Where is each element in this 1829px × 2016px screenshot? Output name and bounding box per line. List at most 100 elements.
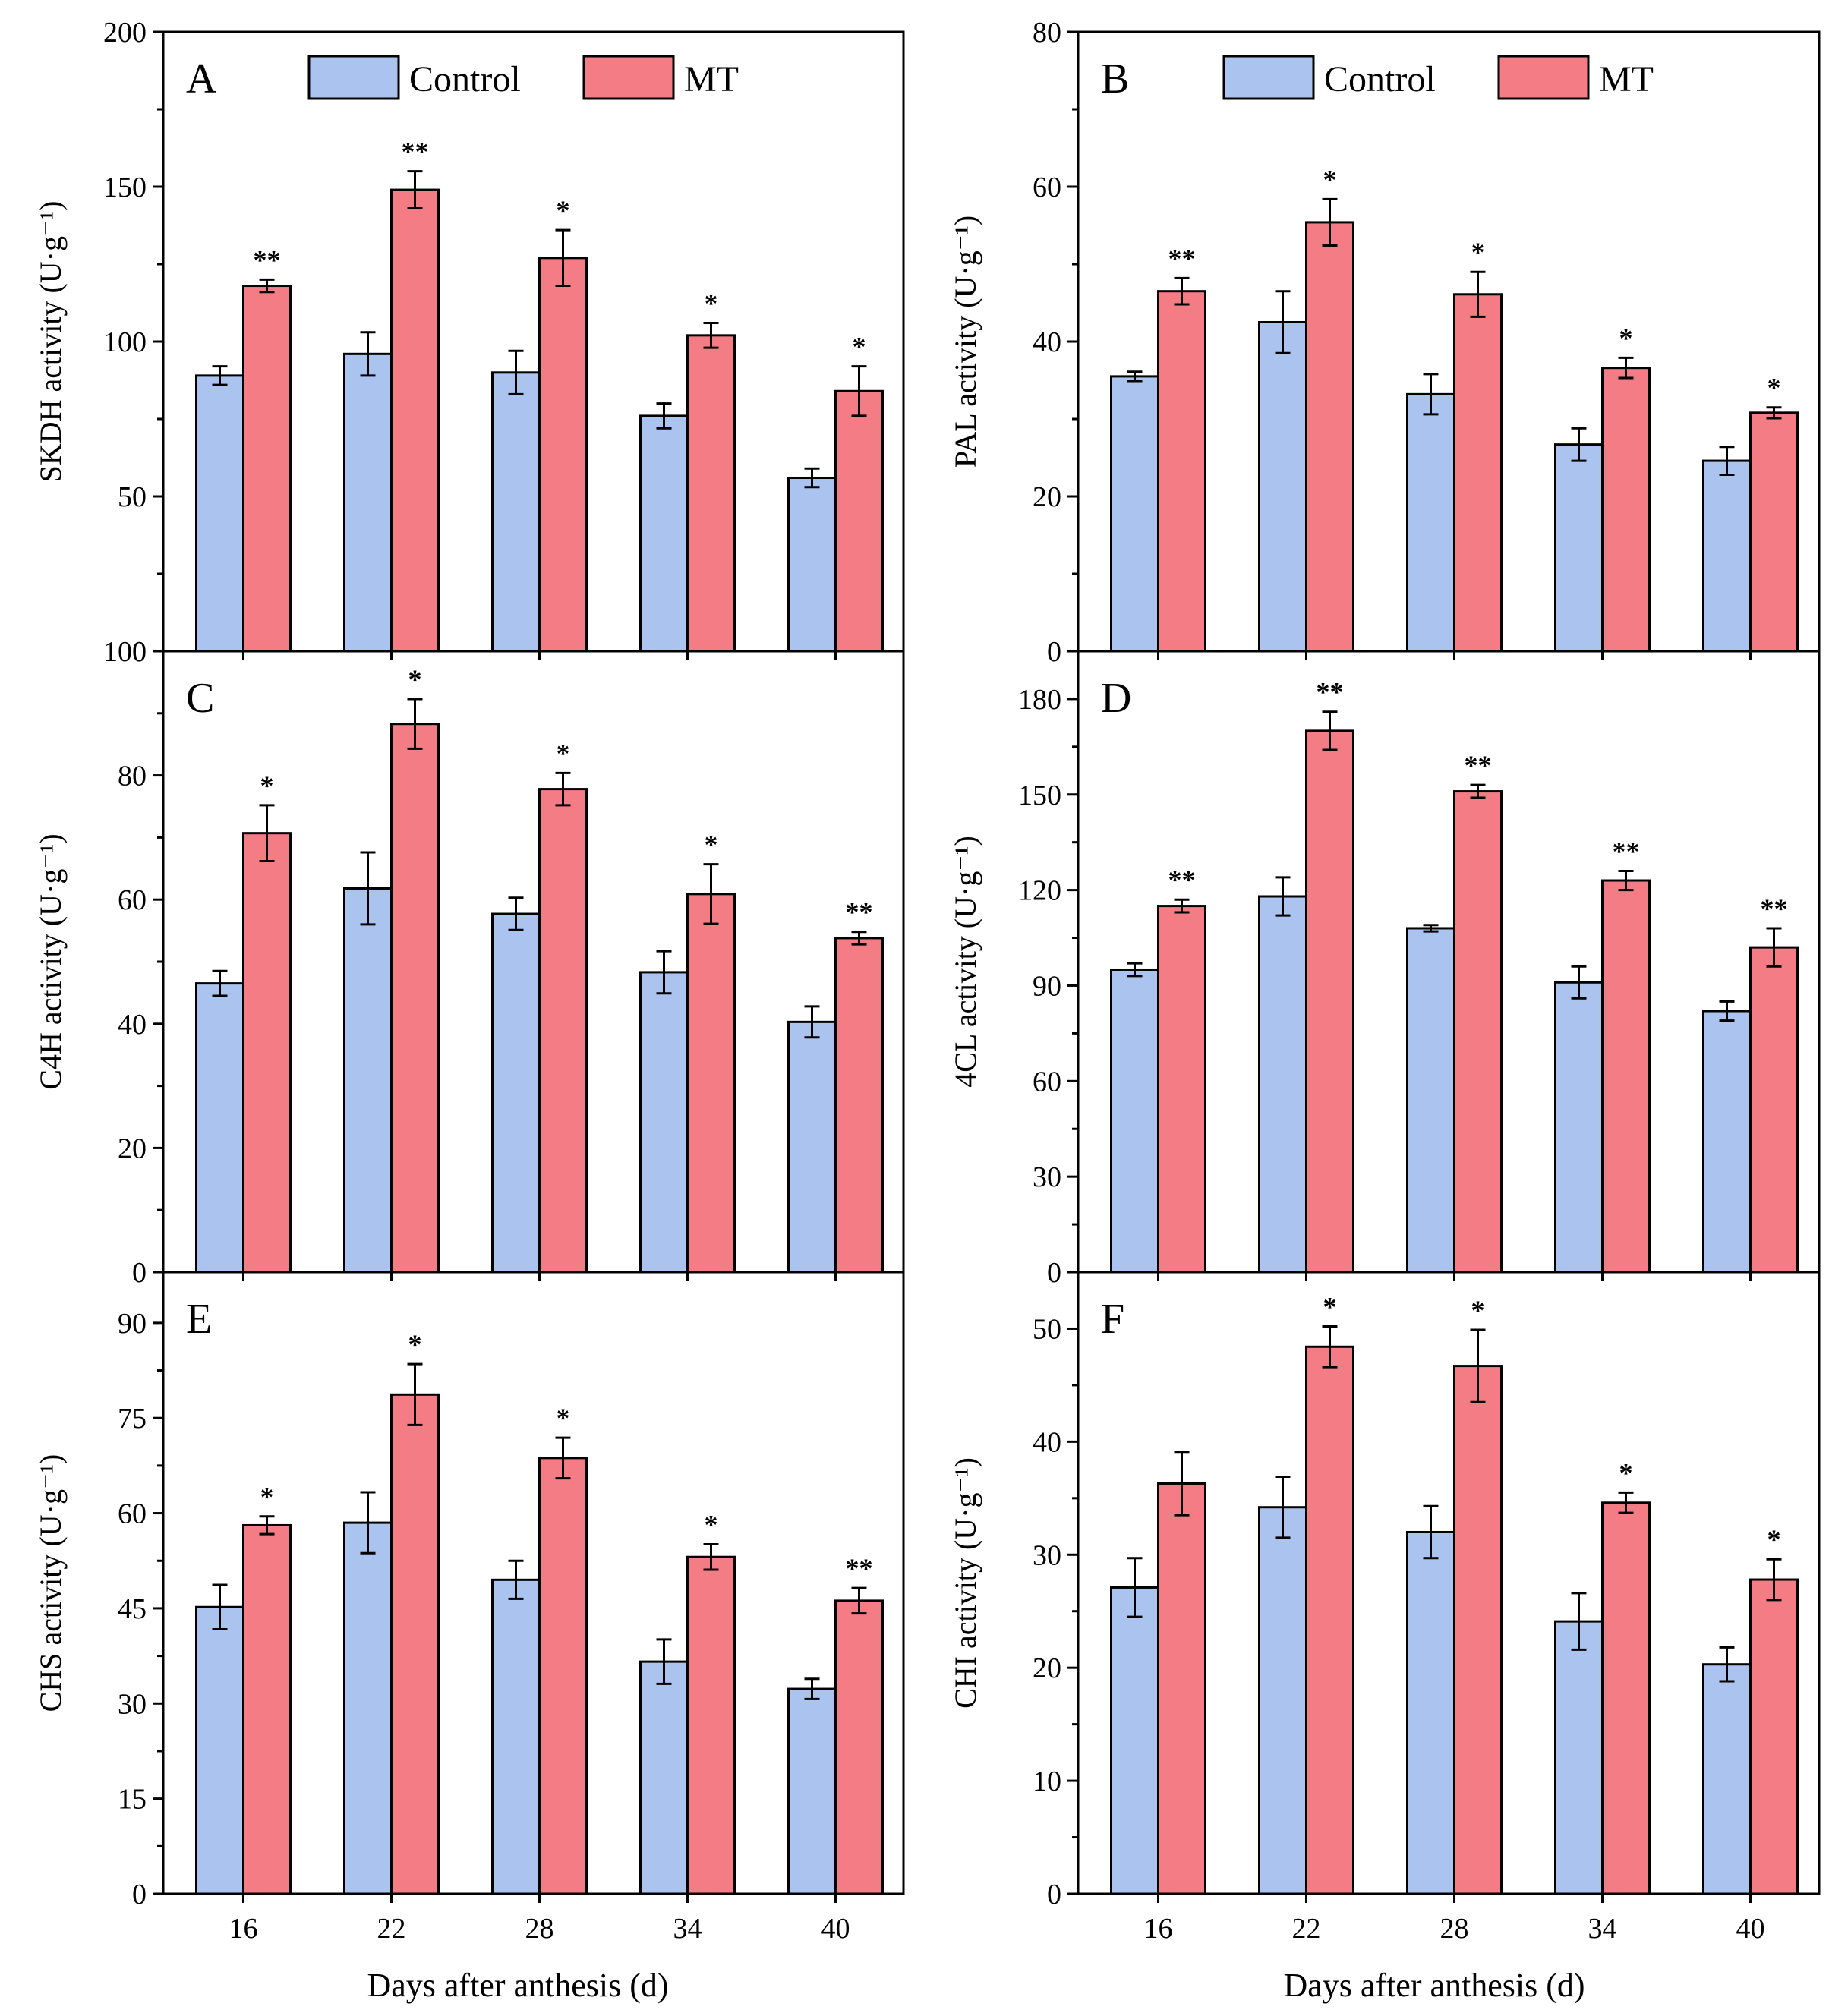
y-tick-label: 30: [1033, 1161, 1061, 1193]
bar-control: [1554, 1620, 1604, 1895]
y-tick-label: 150: [1018, 780, 1061, 811]
significance-marker: **: [1317, 677, 1344, 707]
y-tick-label: 180: [1018, 684, 1061, 716]
y-axis-label: 4CL activity (U·g⁻¹): [948, 836, 982, 1088]
bar-control: [1406, 927, 1455, 1274]
significance-marker: *: [557, 738, 570, 768]
y-tick-label: 50: [118, 481, 147, 513]
y-tick-label: 20: [1033, 1652, 1061, 1684]
panel-letter: A: [186, 55, 217, 102]
y-tick-label: 0: [132, 1257, 147, 1289]
bar-mt: [1453, 790, 1503, 1274]
y-tick-label: 90: [1033, 970, 1061, 1002]
significance-marker: *: [1471, 1295, 1485, 1325]
bar-mt: [1749, 1578, 1799, 1895]
significance-marker: **: [1761, 893, 1788, 924]
y-tick-label: 60: [1033, 172, 1061, 203]
significance-marker: **: [846, 897, 873, 928]
bar-mt: [686, 893, 736, 1274]
bar-mt: [242, 285, 292, 653]
bar-mt: [538, 788, 588, 1274]
legend-swatch-control: [307, 55, 400, 100]
bar-mt: [1601, 879, 1651, 1274]
legend-label-control: Control: [1324, 59, 1436, 99]
bar-mt: [538, 257, 588, 653]
y-tick-label: 50: [1033, 1313, 1061, 1345]
y-tick-label: 0: [1047, 1879, 1061, 1910]
bar-control: [343, 352, 393, 653]
bar-control: [491, 912, 541, 1274]
significance-marker: *: [408, 1329, 422, 1359]
y-axis-label: CHI activity (U·g⁻¹): [948, 1457, 982, 1709]
y-tick-label: 80: [1033, 17, 1061, 49]
y-tick-label: 80: [118, 761, 147, 792]
y-tick-label: 200: [103, 17, 147, 49]
significance-marker: *: [705, 830, 718, 860]
x-tick-label: 28: [1440, 1913, 1469, 1945]
bar-control: [195, 1605, 244, 1895]
y-tick-label: 60: [118, 1498, 147, 1530]
significance-marker: *: [408, 664, 422, 695]
x-axis-label-left: Days after anthesis (d): [367, 1967, 668, 2004]
bar-control: [343, 1521, 393, 1895]
bar-mt: [1749, 946, 1799, 1274]
y-tick-label: 30: [1033, 1539, 1061, 1571]
y-tick-label: 0: [1047, 1257, 1061, 1289]
bar-control: [195, 982, 244, 1274]
y-tick-label: 90: [118, 1308, 147, 1340]
y-tick-label: 60: [118, 884, 147, 916]
y-tick-label: 40: [118, 1009, 147, 1041]
y-tick-label: 0: [1047, 636, 1061, 668]
bar-mt: [1157, 905, 1206, 1274]
bar-mt: [1601, 1501, 1651, 1895]
y-tick-label: 100: [103, 326, 147, 358]
significance-marker: **: [1613, 836, 1640, 866]
y-tick-label: 150: [103, 172, 147, 203]
legend-swatch-mt: [582, 55, 675, 100]
bar-control: [491, 371, 541, 653]
significance-marker: **: [846, 1553, 873, 1583]
bar-mt: [686, 334, 736, 653]
bar-mt: [538, 1457, 588, 1895]
legend-swatch-control: [1222, 55, 1315, 100]
bar-mt: [1305, 221, 1354, 653]
y-tick-label: 45: [118, 1593, 147, 1625]
bar-control: [1702, 1663, 1752, 1895]
bar-control: [1258, 321, 1307, 653]
panel-letter: F: [1101, 1296, 1124, 1343]
bar-mt: [390, 723, 440, 1274]
bar-mt: [1305, 1345, 1354, 1895]
bar-mt: [242, 832, 292, 1274]
legend-label-mt: MT: [1599, 59, 1654, 99]
bar-control: [1110, 968, 1159, 1274]
y-axis-label: CHS activity (U·g⁻¹): [33, 1454, 68, 1712]
bar-mt: [1749, 411, 1799, 653]
significance-marker: *: [705, 1510, 718, 1540]
x-tick-label: 16: [229, 1913, 258, 1945]
significance-marker: *: [1323, 1291, 1337, 1321]
bar-mt: [1157, 290, 1206, 653]
y-tick-label: 20: [1033, 481, 1061, 513]
bar-control: [491, 1578, 541, 1895]
panel-d: 0 30 60 90 120 150 180 4CL activity (U·g⁻¹) D ** *…: [948, 650, 1821, 1289]
y-tick-label: 60: [1033, 1066, 1061, 1098]
significance-marker: **: [1168, 865, 1196, 895]
bar-control: [1110, 1586, 1159, 1895]
significance-marker: **: [402, 137, 429, 167]
significance-marker: *: [557, 1403, 570, 1433]
significance-marker: *: [705, 288, 718, 319]
bar-control: [1110, 375, 1159, 653]
legend-label-control: Control: [409, 59, 521, 99]
x-tick-label: 40: [821, 1913, 850, 1945]
bar-mt: [834, 389, 884, 653]
bar-control: [1258, 1506, 1307, 1895]
x-tick-label: 16: [1144, 1913, 1173, 1945]
bar-mt: [1601, 367, 1651, 653]
significance-marker: *: [1323, 164, 1337, 194]
significance-marker: *: [1619, 1457, 1633, 1488]
panel-letter: E: [186, 1296, 212, 1343]
legend-swatch-mt: [1497, 55, 1590, 100]
bar-control: [639, 971, 689, 1274]
panel-e: 0 15 30 45 60 75 90 CHS activity (U·g⁻¹) E 16 * 22 *…: [33, 1271, 905, 1945]
